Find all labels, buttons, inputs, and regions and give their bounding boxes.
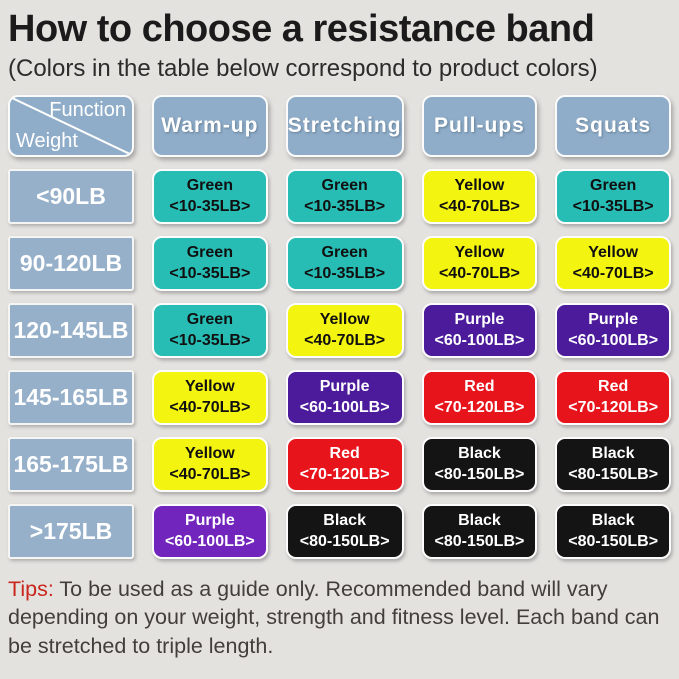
corner-function-label: Function bbox=[49, 99, 126, 121]
band-color-name: Green bbox=[186, 310, 233, 328]
band-color-name: Yellow bbox=[319, 310, 370, 328]
band-cell: Purple <60-100LB> bbox=[555, 303, 671, 358]
band-color-name: Yellow bbox=[588, 243, 639, 261]
band-cell: Green <10-35LB> bbox=[555, 169, 671, 224]
band-cell: Red <70-120LB> bbox=[555, 370, 671, 425]
band-color-name: Yellow bbox=[454, 243, 505, 261]
page-subtitle: (Colors in the table below correspond to… bbox=[8, 55, 598, 82]
band-weight-range: <60-100LB> bbox=[299, 398, 390, 416]
band-weight-range: <80-150LB> bbox=[568, 465, 659, 483]
band-table: Function Weight Warm-up Stretching Pull-up… bbox=[8, 95, 671, 559]
band-cell: Black <80-150LB> bbox=[421, 504, 538, 559]
band-cell: Black <80-150LB> bbox=[285, 504, 404, 559]
band-cell: Green <10-35LB> bbox=[285, 236, 404, 291]
band-color-name: Black bbox=[458, 511, 501, 529]
band-color-name: Yellow bbox=[454, 176, 505, 194]
band-cell: Yellow <40-70LB> bbox=[555, 236, 671, 291]
weight-row-label: <90LB bbox=[8, 169, 134, 224]
band-cell: Purple <60-100LB> bbox=[421, 303, 538, 358]
band-weight-range: <40-70LB> bbox=[304, 331, 386, 349]
tips-text: To be used as a guide only. Recommended … bbox=[8, 577, 660, 658]
band-cell: Green <10-35LB> bbox=[152, 236, 268, 291]
band-weight-range: <70-120LB> bbox=[434, 398, 525, 416]
weight-row-label: 120-145LB bbox=[8, 303, 134, 358]
band-weight-range: <10-35LB> bbox=[572, 197, 654, 215]
column-header: Squats bbox=[555, 95, 671, 157]
band-cell: Black <80-150LB> bbox=[421, 437, 538, 492]
band-cell: Yellow <40-70LB> bbox=[152, 437, 268, 492]
band-cell: Green <10-35LB> bbox=[285, 169, 404, 224]
band-weight-range: <80-150LB> bbox=[568, 532, 659, 550]
weight-row-label: 165-175LB bbox=[8, 437, 134, 492]
band-weight-range: <40-70LB> bbox=[438, 197, 520, 215]
band-cell: Red <70-120LB> bbox=[421, 370, 538, 425]
weight-row-label: 90-120LB bbox=[8, 236, 134, 291]
band-color-name: Black bbox=[591, 444, 635, 462]
band-cell: Yellow <40-70LB> bbox=[421, 236, 538, 291]
tips-label: Tips: bbox=[8, 577, 54, 601]
column-header: Pull-ups bbox=[421, 95, 538, 157]
page-title: How to choose a resistance band bbox=[8, 8, 595, 50]
band-weight-range: <60-100LB> bbox=[568, 331, 659, 349]
band-color-name: Black bbox=[458, 444, 501, 462]
band-color-name: Green bbox=[321, 243, 368, 261]
band-color-name: Purple bbox=[588, 310, 639, 328]
band-cell: Green <10-35LB> bbox=[152, 169, 268, 224]
weight-row-label: 145-165LB bbox=[8, 370, 134, 425]
band-color-name: Yellow bbox=[184, 377, 235, 395]
band-cell: Yellow <40-70LB> bbox=[285, 303, 404, 358]
band-color-name: Purple bbox=[184, 511, 235, 529]
band-weight-range: <40-70LB> bbox=[438, 264, 520, 282]
band-color-name: Green bbox=[321, 176, 368, 194]
weight-row-label: >175LB bbox=[8, 504, 134, 559]
corner-header-cell: Function Weight bbox=[8, 95, 134, 157]
band-weight-range: <80-150LB> bbox=[434, 532, 525, 550]
band-weight-range: <10-35LB> bbox=[169, 264, 251, 282]
band-color-name: Yellow bbox=[184, 444, 235, 462]
band-cell: Black <80-150LB> bbox=[555, 437, 671, 492]
band-weight-range: <60-100LB> bbox=[434, 331, 525, 349]
band-weight-range: <40-70LB> bbox=[572, 264, 654, 282]
band-weight-range: <10-35LB> bbox=[304, 264, 386, 282]
band-color-name: Black bbox=[323, 511, 366, 529]
band-cell: Yellow <40-70LB> bbox=[421, 169, 538, 224]
band-weight-range: <10-35LB> bbox=[304, 197, 386, 215]
diagonal-divider-line bbox=[10, 97, 132, 155]
band-cell: Red <70-120LB> bbox=[285, 437, 404, 492]
band-cell: Black <80-150LB> bbox=[555, 504, 671, 559]
band-color-name: Green bbox=[590, 176, 637, 194]
band-color-name: Purple bbox=[319, 377, 370, 395]
band-cell: Purple <60-100LB> bbox=[285, 370, 404, 425]
band-weight-range: <80-150LB> bbox=[434, 465, 525, 483]
band-color-name: Green bbox=[186, 176, 233, 194]
band-cell: Purple <60-100LB> bbox=[152, 504, 268, 559]
band-color-name: Black bbox=[591, 511, 635, 529]
band-weight-range: <40-70LB> bbox=[169, 398, 251, 416]
band-weight-range: <70-120LB> bbox=[299, 465, 390, 483]
band-cell: Green <10-35LB> bbox=[152, 303, 268, 358]
band-color-name: Red bbox=[329, 444, 360, 462]
corner-weight-label: Weight bbox=[16, 130, 78, 152]
band-color-name: Red bbox=[464, 377, 495, 395]
band-weight-range: <10-35LB> bbox=[169, 331, 251, 349]
band-weight-range: <70-120LB> bbox=[568, 398, 659, 416]
band-weight-range: <60-100LB> bbox=[164, 532, 255, 550]
column-header: Stretching bbox=[285, 95, 404, 157]
band-weight-range: <10-35LB> bbox=[169, 197, 251, 215]
band-cell: Yellow <40-70LB> bbox=[152, 370, 268, 425]
tips: Tips: To be used as a guide only. Recomm… bbox=[8, 575, 671, 660]
column-header: Warm-up bbox=[152, 95, 268, 157]
band-color-name: Purple bbox=[454, 310, 505, 328]
band-weight-range: <80-150LB> bbox=[299, 532, 390, 550]
band-weight-range: <40-70LB> bbox=[169, 465, 251, 483]
band-color-name: Red bbox=[598, 377, 629, 395]
band-color-name: Green bbox=[186, 243, 233, 261]
